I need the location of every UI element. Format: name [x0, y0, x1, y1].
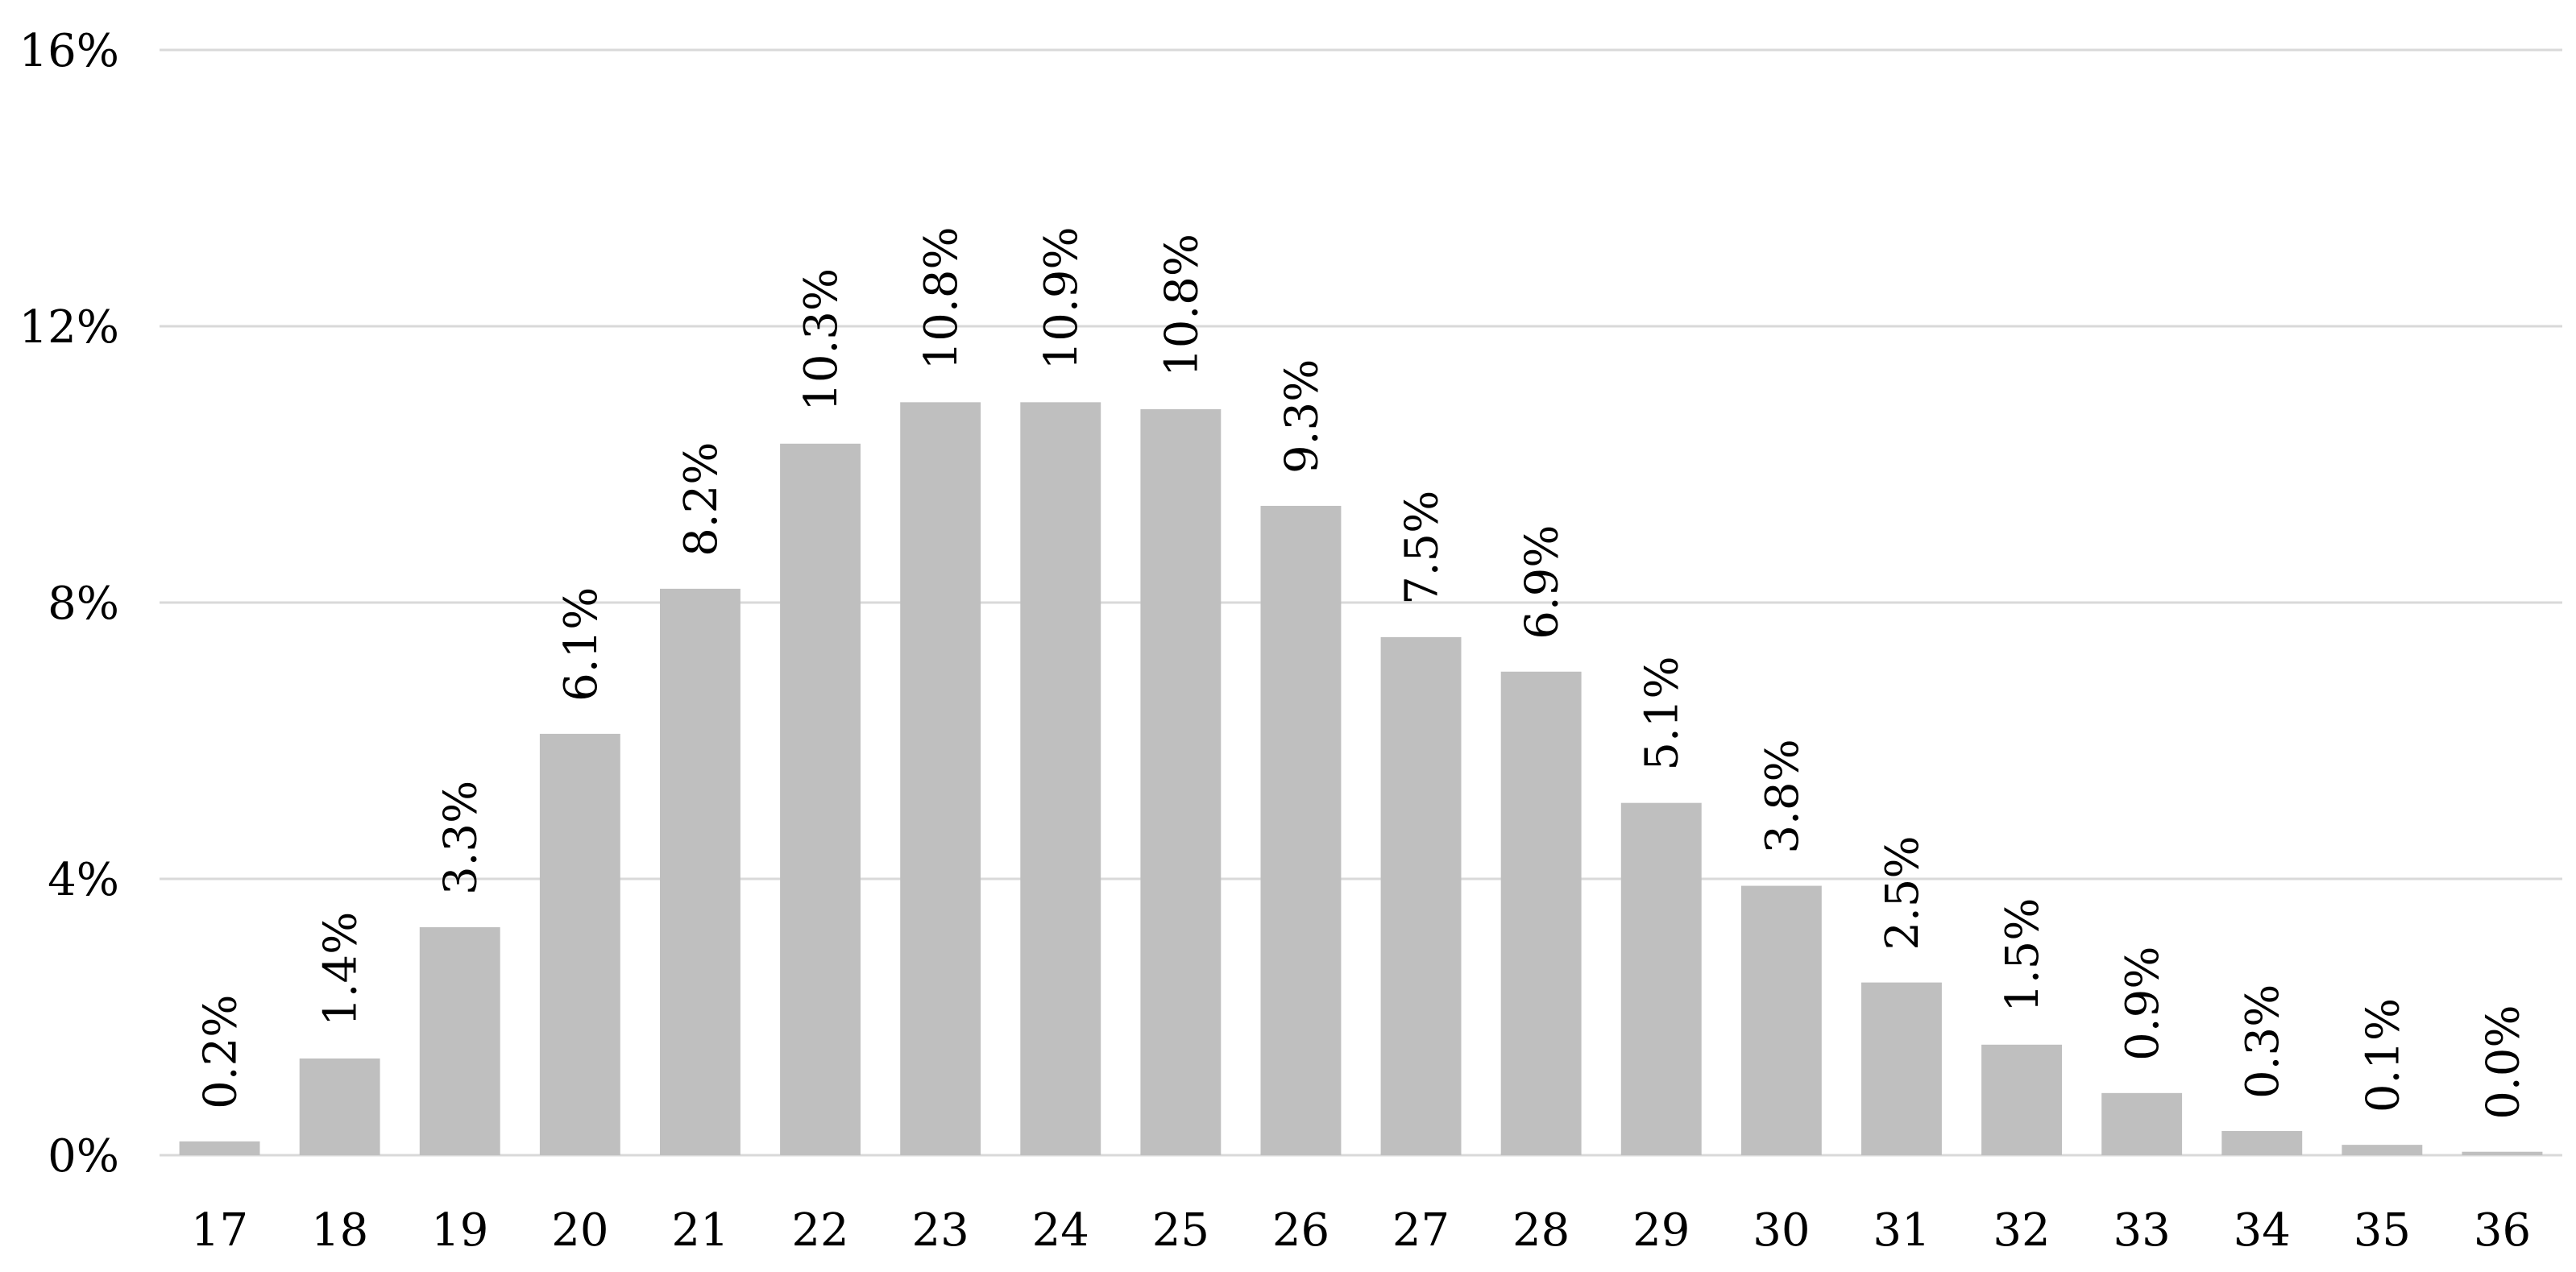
x-tick-label: 26 — [1272, 1204, 1329, 1257]
x-tick-label: 31 — [1873, 1204, 1930, 1257]
x-tick-label: 17 — [191, 1204, 248, 1257]
bar — [1740, 885, 1822, 1155]
bar — [2101, 1092, 2183, 1155]
bar — [419, 927, 500, 1155]
data-label: 0.0% — [2477, 1005, 2529, 1119]
y-tick-label: 8% — [48, 578, 119, 630]
x-tick-label: 22 — [791, 1204, 848, 1257]
bar — [1380, 636, 1462, 1155]
bar — [1861, 982, 1942, 1155]
x-tick-label: 27 — [1392, 1204, 1450, 1257]
bar — [1620, 802, 1702, 1155]
bar — [780, 443, 861, 1155]
data-label: 10.8% — [915, 226, 968, 370]
x-tick-label: 18 — [311, 1204, 368, 1257]
x-tick-label: 21 — [671, 1204, 728, 1257]
x-tick-label: 30 — [1753, 1204, 1810, 1257]
data-label: 3.3% — [435, 781, 487, 895]
data-label: 5.1% — [1636, 656, 1689, 770]
data-label: 3.8% — [1757, 739, 1809, 853]
data-label: 7.5% — [1396, 491, 1449, 605]
y-axis-tick-labels: 0% 4% 8% 12% 16% — [19, 25, 119, 1183]
data-label: 1.4% — [315, 912, 367, 1026]
bar — [179, 1141, 260, 1155]
data-label: 1.5% — [1997, 898, 2049, 1013]
bar — [1020, 402, 1101, 1155]
data-label: 10.9% — [1035, 226, 1088, 370]
data-labels: 0.2% 1.4% 3.3% 6.1% 8.2% 10.3% 10.8% 10.9% 10.8%… — [195, 226, 2530, 1119]
y-tick-label: 12% — [19, 301, 119, 354]
bar — [299, 1058, 380, 1155]
x-tick-label: 20 — [551, 1204, 608, 1257]
x-tick-label: 23 — [912, 1204, 969, 1257]
x-tick-label: 19 — [431, 1204, 488, 1257]
bar — [1981, 1044, 2062, 1155]
x-tick-label: 29 — [1632, 1204, 1690, 1257]
x-tick-label: 28 — [1512, 1204, 1570, 1257]
bar — [2342, 1145, 2423, 1155]
data-label: 6.1% — [555, 587, 608, 702]
x-tick-label: 32 — [1993, 1204, 2050, 1257]
y-tick-label: 4% — [48, 854, 119, 906]
bar — [1500, 671, 1582, 1155]
y-tick-label: 0% — [48, 1130, 119, 1183]
gridlines — [160, 48, 2562, 1157]
data-label: 10.8% — [1155, 234, 1208, 377]
y-tick-label: 16% — [19, 25, 119, 77]
bar — [900, 402, 981, 1155]
bar — [539, 733, 620, 1155]
x-axis-category-labels: 17 18 19 20 21 22 23 24 25 26 27 28 29 30 31 32 33 34 35 36 — [191, 1204, 2531, 1257]
data-label: 9.3% — [1276, 359, 1328, 474]
data-label: 8.2% — [675, 442, 728, 557]
bar — [2462, 1151, 2543, 1155]
x-tick-label: 34 — [2234, 1204, 2291, 1257]
x-tick-label: 24 — [1032, 1204, 1089, 1257]
data-label: 0.2% — [195, 995, 247, 1109]
bars — [179, 402, 2543, 1155]
x-tick-label: 25 — [1152, 1204, 1209, 1257]
bar — [1260, 505, 1342, 1155]
bar — [1140, 408, 1222, 1155]
data-label: 0.9% — [2117, 947, 2169, 1061]
data-label: 6.9% — [1516, 524, 1569, 639]
data-label: 0.1% — [2357, 998, 2409, 1112]
data-label: 0.3% — [2237, 984, 2289, 1099]
data-label: 10.3% — [795, 268, 848, 412]
x-tick-label: 36 — [2474, 1204, 2531, 1257]
data-label: 2.5% — [1877, 835, 1929, 950]
x-tick-label: 35 — [2354, 1204, 2411, 1257]
bar — [660, 588, 740, 1155]
x-tick-label: 33 — [2113, 1204, 2171, 1257]
bar — [2221, 1130, 2303, 1155]
